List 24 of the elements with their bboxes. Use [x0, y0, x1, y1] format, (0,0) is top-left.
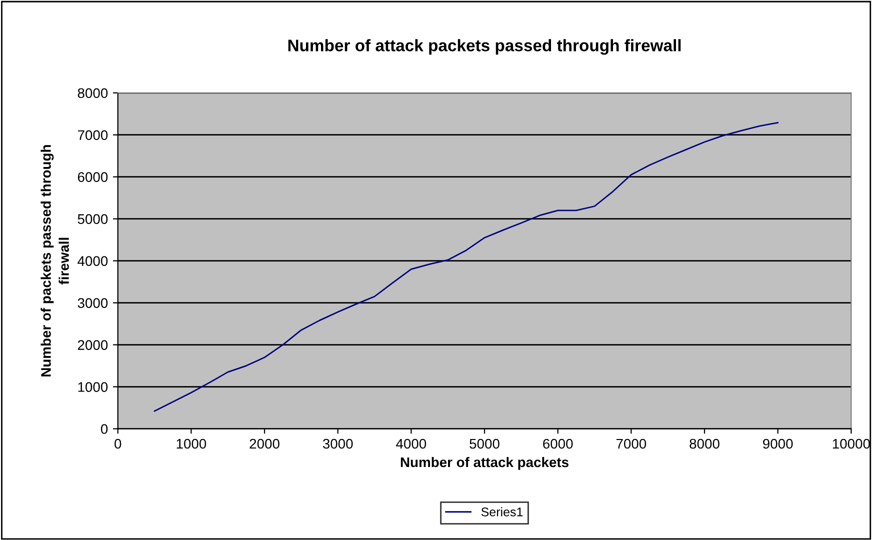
- y-tick-label: 2000: [78, 340, 108, 350]
- y-tick-label: 5000: [78, 214, 108, 224]
- x-tick-label: 5000: [470, 438, 500, 449]
- legend-label: Series1: [481, 507, 523, 516]
- chart-title: Number of attack packets passed through firewall: [288, 39, 681, 55]
- x-tick-label: 2000: [250, 438, 280, 449]
- x-tick-label: 4000: [396, 438, 426, 449]
- x-tick-label: 8000: [690, 438, 720, 449]
- x-axis-title: Number of attack packets: [400, 456, 568, 470]
- y-tick-label: 8000: [78, 88, 108, 98]
- y-tick-label: 7000: [78, 130, 108, 140]
- y-axis-title: Number of packets passed through firewall: [40, 145, 69, 376]
- y-tick-label: 4000: [78, 256, 108, 266]
- x-tick-label: 7000: [616, 438, 646, 449]
- x-tick-label: 6000: [543, 438, 573, 449]
- y-tick-label: 1000: [78, 382, 108, 392]
- y-tick-label: 6000: [78, 172, 108, 182]
- x-tick-label: 0: [114, 438, 122, 449]
- y-tick-label: 3000: [78, 298, 108, 308]
- x-tick-label: 9000: [763, 438, 793, 449]
- line-series: [154, 122, 779, 412]
- x-tick-label: 3000: [322, 438, 353, 449]
- y-tick-label: 0: [100, 424, 108, 434]
- x-tick-label: 1000: [176, 438, 206, 449]
